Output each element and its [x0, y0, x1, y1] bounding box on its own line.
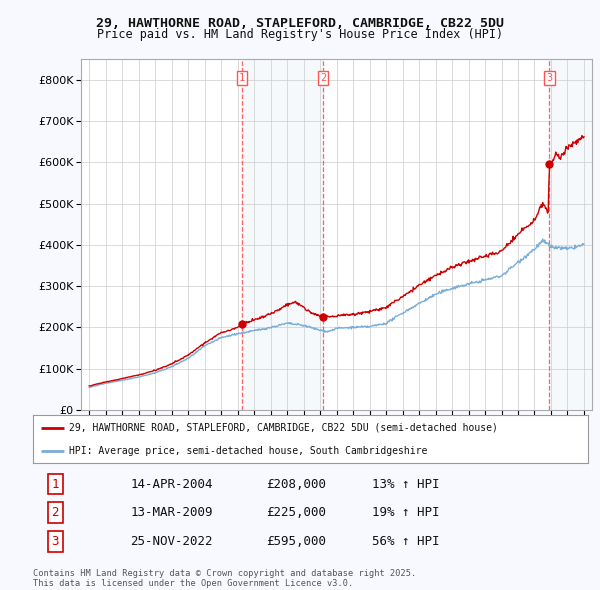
- Text: 25-NOV-2022: 25-NOV-2022: [130, 535, 212, 548]
- Text: 19% ↑ HPI: 19% ↑ HPI: [371, 506, 439, 519]
- Text: 2: 2: [52, 506, 59, 519]
- Text: 29, HAWTHORNE ROAD, STAPLEFORD, CAMBRIDGE, CB22 5DU (semi-detached house): 29, HAWTHORNE ROAD, STAPLEFORD, CAMBRIDG…: [69, 423, 498, 433]
- Text: 3: 3: [546, 73, 553, 83]
- Text: 56% ↑ HPI: 56% ↑ HPI: [371, 535, 439, 548]
- Text: 14-APR-2004: 14-APR-2004: [130, 477, 212, 490]
- Bar: [242, 59, 323, 410]
- Bar: [550, 59, 592, 410]
- Text: Price paid vs. HM Land Registry's House Price Index (HPI): Price paid vs. HM Land Registry's House …: [97, 28, 503, 41]
- Text: 3: 3: [52, 535, 59, 548]
- Text: £208,000: £208,000: [266, 477, 326, 490]
- Text: 2: 2: [320, 73, 326, 83]
- Text: 1: 1: [52, 477, 59, 490]
- Text: £595,000: £595,000: [266, 535, 326, 548]
- Text: 1: 1: [239, 73, 245, 83]
- Text: 13-MAR-2009: 13-MAR-2009: [130, 506, 212, 519]
- Text: 13% ↑ HPI: 13% ↑ HPI: [371, 477, 439, 490]
- Text: Contains HM Land Registry data © Crown copyright and database right 2025.
This d: Contains HM Land Registry data © Crown c…: [33, 569, 416, 588]
- Text: HPI: Average price, semi-detached house, South Cambridgeshire: HPI: Average price, semi-detached house,…: [69, 446, 427, 456]
- Text: 29, HAWTHORNE ROAD, STAPLEFORD, CAMBRIDGE, CB22 5DU: 29, HAWTHORNE ROAD, STAPLEFORD, CAMBRIDG…: [96, 17, 504, 30]
- Text: £225,000: £225,000: [266, 506, 326, 519]
